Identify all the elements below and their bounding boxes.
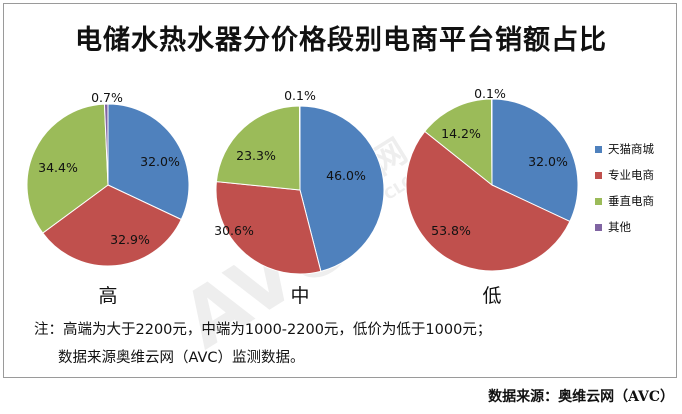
pie-slice-中-天猫商城 (299, 105, 385, 272)
slice-label: 53.8% (431, 223, 471, 238)
slice-label: 32.0% (140, 154, 180, 169)
slice-label: 0.1% (474, 86, 506, 101)
slice-label: 32.9% (110, 232, 150, 247)
legend-swatch (595, 145, 602, 153)
pie-slice-高-垂直电商 (26, 103, 109, 234)
pie-slice-高-专业电商 (42, 184, 182, 267)
source-credit: 数据来源：奥维云网（AVC） (488, 389, 674, 405)
slice-label: 0.1% (284, 88, 316, 103)
slice-label: 23.3% (236, 148, 276, 163)
legend-item: 垂直电商 (595, 188, 654, 214)
chart-title: 电储水热水器分价格段别电商平台销额占比 (75, 25, 607, 56)
footnote-line-2: 数据来源奥维云网（AVC）监测数据。 (58, 350, 305, 366)
slice-label: 34.4% (38, 160, 78, 175)
pie-slice-中-专业电商 (215, 181, 322, 275)
pie-slice-高-其他 (103, 103, 109, 186)
slice-label: 32.0% (528, 154, 568, 169)
slice-label: 14.2% (441, 126, 481, 141)
slice-label: 46.0% (326, 168, 366, 183)
pie-name: 中 (290, 285, 309, 307)
pie-slice-低-专业电商 (405, 130, 571, 272)
legend-swatch (595, 197, 602, 205)
legend-swatch (595, 223, 602, 231)
legend-item: 专业电商 (595, 162, 654, 188)
chart-legend: 天猫商城专业电商垂直电商其他 (595, 136, 654, 240)
legend-label: 其他 (608, 220, 631, 234)
footnote-line-1: 注：高端为大于2200元，中端为1000-2200元，低价为低于1000元； (34, 322, 492, 338)
pie-slice-低-天猫商城 (491, 98, 579, 223)
pie-slice-低-垂直电商 (424, 98, 493, 187)
legend-item: 天猫商城 (595, 136, 654, 162)
legend-label: 天猫商城 (608, 142, 654, 156)
slice-label: 0.7% (91, 90, 123, 105)
pie-name: 高 (98, 285, 117, 307)
legend-swatch (595, 171, 602, 179)
pie-slice-低-其他 (490, 98, 493, 186)
pie-name: 低 (482, 285, 501, 307)
legend-label: 垂直电商 (608, 194, 654, 208)
legend-label: 专业电商 (608, 168, 654, 182)
pie-slice-高-天猫商城 (107, 103, 190, 221)
legend-item: 其他 (595, 214, 654, 240)
pie-slice-中-其他 (298, 105, 301, 191)
pie-slice-中-垂直电商 (215, 105, 301, 191)
slice-label: 30.6% (214, 223, 254, 238)
